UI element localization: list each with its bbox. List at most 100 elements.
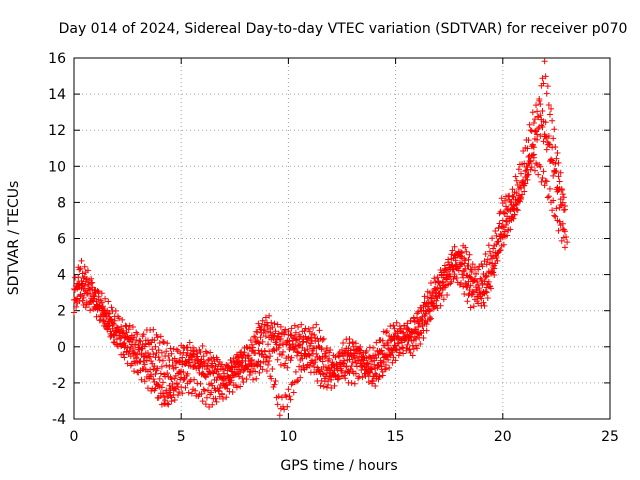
data-point [150,326,157,333]
data-point [519,191,526,198]
data-point [161,394,168,401]
data-point [137,358,144,365]
data-point [486,248,493,255]
data-point [197,361,204,368]
data-point [431,286,438,293]
data-point [227,356,234,363]
data-point [497,246,504,253]
data-point [556,218,563,225]
data-point [133,337,140,344]
data-point [217,365,224,372]
data-point [280,348,287,355]
data-point [129,324,136,331]
data-point [176,359,183,366]
grid [74,58,610,419]
data-point [408,328,415,335]
data-point [551,167,558,174]
data-point [500,241,507,248]
data-point [150,366,157,373]
data-point [426,307,433,314]
data-point [152,385,159,392]
data-point [184,344,191,351]
data-point [307,340,314,347]
data-point [348,352,355,359]
data-point [352,359,359,366]
data-point [359,374,366,381]
data-point [434,305,441,312]
data-point [243,363,250,370]
data-point [564,239,571,246]
data-point [84,281,91,288]
data-point [392,342,399,349]
data-point [557,196,564,203]
data-point [295,323,302,330]
data-point [159,338,166,345]
data-point [179,354,186,361]
data-point [123,323,130,330]
data-point [237,369,244,376]
data-point [465,256,472,263]
data-point [484,294,491,301]
data-point [546,185,553,192]
x-tick-label: 15 [387,429,405,445]
data-point [412,326,419,333]
data-point [226,379,233,386]
data-point [347,351,354,358]
data-point [163,362,170,369]
data-point [238,359,245,366]
data-point [106,319,113,326]
data-point [533,160,540,167]
data-point [144,349,151,356]
data-point [310,324,317,331]
data-point [470,289,477,296]
data-point [319,370,326,377]
data-point [223,382,230,389]
data-point [253,375,260,382]
data-point [427,294,434,301]
data-point [172,385,179,392]
data-point [548,105,555,112]
data-point [291,333,298,340]
data-point [492,228,499,235]
data-point [340,360,347,367]
data-point [437,266,444,273]
data-point [445,256,452,263]
data-point [197,349,204,356]
data-point [546,111,553,118]
data-point [220,395,227,402]
data-point [446,271,453,278]
data-point [277,335,284,342]
data-point [202,401,209,408]
data-point [140,331,147,338]
data-point [525,137,532,144]
data-point [140,353,147,360]
data-point [421,299,428,306]
data-point [435,279,442,286]
data-point [511,211,518,218]
data-point [117,335,124,342]
data-point [118,323,125,330]
data-point [281,331,288,338]
data-point [171,375,178,382]
data-point [298,350,305,357]
data-point [273,341,280,348]
data-point [306,362,313,369]
data-point [446,261,453,268]
data-point [77,292,84,299]
data-point [268,375,275,382]
data-point [401,322,408,329]
data-point [81,263,88,270]
data-point [423,327,430,334]
data-point [544,194,551,201]
data-point [543,146,550,153]
data-point [72,296,79,303]
data-point [108,316,115,323]
data-point [277,323,284,330]
data-point [322,348,329,355]
data-point [555,186,562,193]
data-point [530,144,537,151]
data-point [427,315,434,322]
data-point [499,234,506,241]
data-point [88,280,95,287]
